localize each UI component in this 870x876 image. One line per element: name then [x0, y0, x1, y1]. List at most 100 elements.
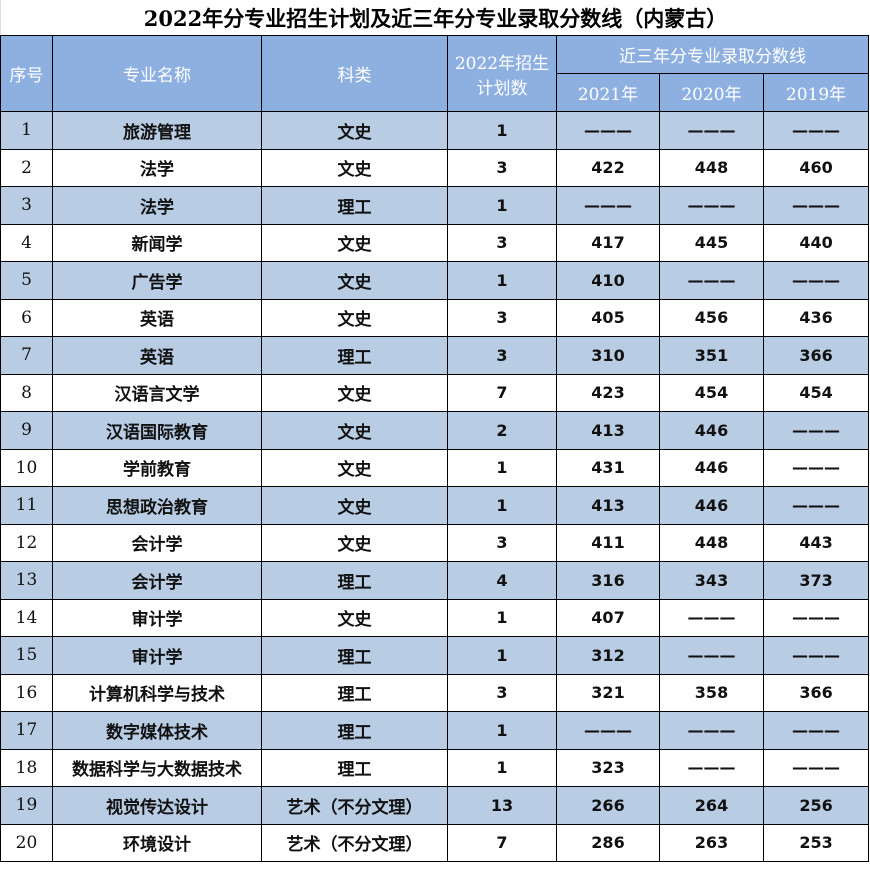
cell-major: 英语	[52, 298, 262, 337]
cell-category: 理工	[261, 636, 448, 675]
cell-score-2021: 286	[556, 823, 660, 862]
table-row: 18 数据科学与大数据技术 理工 1 323 ——— ———	[0, 748, 870, 787]
cell-score-2021: 323	[556, 748, 660, 787]
cell-category: 艺术（不分文理）	[261, 823, 448, 862]
cell-score-2020: 263	[659, 823, 764, 862]
cell-index: 18	[0, 748, 53, 787]
cell-score-2019: ———	[762, 711, 870, 750]
cell-score-2019: 443	[762, 523, 870, 562]
table-row: 11 思想政治教育 文史 1 413 446 ———	[0, 486, 870, 525]
cell-plan: 3	[447, 298, 557, 337]
cell-plan: 3	[447, 673, 557, 712]
cell-plan: 7	[447, 823, 557, 862]
cell-score-2019: ———	[762, 186, 870, 225]
cell-score-2019: 440	[762, 223, 870, 262]
cell-index: 14	[0, 598, 53, 637]
table-row: 14 审计学 文史 1 407 ——— ———	[0, 598, 870, 637]
cell-score-2020: 445	[659, 223, 764, 262]
cell-score-2020: ———	[659, 598, 764, 637]
cell-category: 理工	[261, 711, 448, 750]
cell-category: 文史	[261, 111, 448, 150]
cell-category: 文史	[261, 486, 448, 525]
cell-index: 7	[0, 336, 53, 375]
cell-plan: 1	[447, 486, 557, 525]
cell-category: 文史	[261, 598, 448, 637]
cell-score-2021: 266	[556, 786, 660, 825]
cell-score-2021: 316	[556, 561, 660, 600]
cell-major: 法学	[52, 186, 262, 225]
cell-index: 5	[0, 261, 53, 300]
cell-score-2021: ———	[556, 111, 660, 150]
cell-score-2020: ———	[659, 261, 764, 300]
cell-major: 审计学	[52, 598, 262, 637]
cell-plan: 3	[447, 148, 557, 187]
cell-category: 文史	[261, 148, 448, 187]
cell-score-2020: 454	[659, 373, 764, 412]
cell-score-2019: 253	[762, 823, 870, 862]
cell-major: 数据科学与大数据技术	[52, 748, 262, 787]
cell-plan: 7	[447, 373, 557, 412]
table-row: 4 新闻学 文史 3 417 445 440	[0, 223, 870, 262]
cell-index: 10	[0, 448, 53, 487]
cell-index: 3	[0, 186, 53, 225]
header-scores-group: 近三年分专业录取分数线	[555, 35, 870, 74]
cell-major: 会计学	[52, 561, 262, 600]
header-major: 专业名称	[52, 35, 262, 112]
cell-score-2019: 454	[762, 373, 870, 412]
cell-major: 环境设计	[52, 823, 262, 862]
cell-category: 文史	[261, 373, 448, 412]
cell-plan: 3	[447, 336, 557, 375]
cell-score-2020: ———	[659, 711, 764, 750]
admission-table: 序号 专业名称 科类 2022年招生计划数 近三年分专业录取分数线 2021年 …	[0, 35, 870, 862]
cell-score-2020: 351	[659, 336, 764, 375]
cell-major: 新闻学	[52, 223, 262, 262]
cell-score-2019: 436	[762, 298, 870, 337]
cell-index: 6	[0, 298, 53, 337]
cell-score-2020: ———	[659, 748, 764, 787]
cell-score-2020: 343	[659, 561, 764, 600]
cell-major: 思想政治教育	[52, 486, 262, 525]
cell-score-2021: 423	[556, 373, 660, 412]
table-row: 8 汉语言文学 文史 7 423 454 454	[0, 373, 870, 412]
cell-plan: 1	[447, 111, 557, 150]
cell-score-2019: 366	[762, 673, 870, 712]
cell-major: 会计学	[52, 523, 262, 562]
cell-index: 12	[0, 523, 53, 562]
cell-category: 理工	[261, 336, 448, 375]
cell-plan: 1	[447, 186, 557, 225]
cell-major: 广告学	[52, 261, 262, 300]
cell-score-2021: 410	[556, 261, 660, 300]
cell-category: 理工	[261, 673, 448, 712]
cell-plan: 3	[447, 223, 557, 262]
cell-score-2021: 310	[556, 336, 660, 375]
table-row: 13 会计学 理工 4 316 343 373	[0, 561, 870, 600]
cell-index: 8	[0, 373, 53, 412]
cell-index: 4	[0, 223, 53, 262]
cell-score-2021: 411	[556, 523, 660, 562]
header-category: 科类	[261, 35, 448, 112]
header-year-2019: 2019年	[762, 73, 870, 112]
cell-plan: 1	[447, 448, 557, 487]
table-row: 6 英语 文史 3 405 456 436	[0, 298, 870, 337]
cell-score-2019: ———	[762, 411, 870, 450]
cell-score-2020: 358	[659, 673, 764, 712]
cell-index: 17	[0, 711, 53, 750]
cell-plan: 2	[447, 411, 557, 450]
cell-score-2021: 417	[556, 223, 660, 262]
cell-plan: 1	[447, 261, 557, 300]
cell-major: 视觉传达设计	[52, 786, 262, 825]
cell-score-2020: ———	[659, 111, 764, 150]
cell-score-2021: 321	[556, 673, 660, 712]
table-row: 16 计算机科学与技术 理工 3 321 358 366	[0, 673, 870, 712]
table-row: 7 英语 理工 3 310 351 366	[0, 336, 870, 375]
cell-index: 19	[0, 786, 53, 825]
table-row: 12 会计学 文史 3 411 448 443	[0, 523, 870, 562]
header-index: 序号	[0, 35, 53, 112]
cell-category: 文史	[261, 448, 448, 487]
cell-category: 艺术（不分文理）	[261, 786, 448, 825]
table-row: 5 广告学 文史 1 410 ——— ———	[0, 261, 870, 300]
table-row: 20 环境设计 艺术（不分文理） 7 286 263 253	[0, 823, 870, 862]
cell-major: 计算机科学与技术	[52, 673, 262, 712]
cell-category: 理工	[261, 561, 448, 600]
cell-score-2020: 446	[659, 411, 764, 450]
